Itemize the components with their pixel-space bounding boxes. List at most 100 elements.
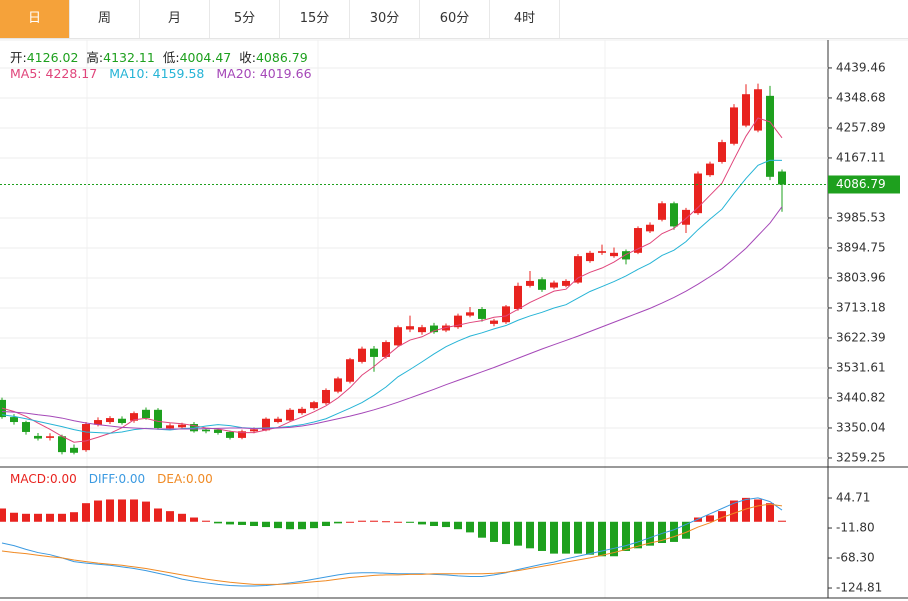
macd-bar — [250, 521, 258, 527]
candle-body — [238, 431, 246, 438]
macd-bar — [382, 521, 390, 523]
y-tick-label: 4348.68 — [836, 90, 886, 104]
candle-body — [670, 203, 678, 227]
ohlc-label: 低: — [162, 50, 180, 65]
y-tick-label: -124.81 — [836, 581, 882, 595]
macd-bar — [118, 499, 126, 522]
candle-body — [22, 422, 30, 432]
candle-body — [214, 429, 222, 433]
y-tick-label: 3622.39 — [836, 330, 886, 344]
legend-value: 0.00 — [118, 472, 146, 486]
candle-body — [454, 315, 462, 328]
tab[interactable]: 日 — [0, 0, 70, 38]
y-tick-label: -11.80 — [836, 521, 875, 535]
macd-bar — [742, 497, 750, 522]
candle-body — [298, 408, 306, 414]
y-tick-label: 3350.04 — [836, 420, 886, 434]
macd-bar — [106, 499, 114, 522]
candle-body — [382, 342, 390, 357]
legend-name: DIFF: — [88, 472, 119, 486]
candle-body — [682, 209, 690, 225]
macd-bar — [514, 521, 522, 546]
macd-bar — [490, 521, 498, 542]
candle-body — [742, 94, 750, 126]
macd-bar — [622, 521, 630, 551]
tab[interactable]: 5分 — [210, 0, 280, 38]
tab[interactable]: 15分 — [280, 0, 350, 38]
tab[interactable]: 4时 — [490, 0, 560, 38]
candle-body — [598, 251, 606, 253]
macd-bar — [310, 521, 318, 529]
candle-body — [718, 142, 726, 162]
macd-bar — [430, 521, 438, 527]
candle-body — [694, 173, 702, 214]
candle-body — [118, 418, 126, 424]
macd-bar — [658, 521, 666, 543]
macd-bar — [670, 521, 678, 542]
macd-bar — [322, 521, 330, 527]
macd-bar — [778, 520, 786, 522]
candle-body — [262, 418, 270, 431]
candle-body — [34, 435, 42, 439]
y-tick-label: 3713.18 — [836, 300, 886, 314]
macd-bar — [502, 521, 510, 545]
legend-name: MA5: — [10, 66, 42, 81]
macd-bar — [142, 501, 150, 522]
candle-body — [58, 436, 66, 453]
macd-bar — [238, 521, 246, 525]
candle-body — [586, 252, 594, 262]
macd-bar — [682, 521, 690, 539]
candle-body — [478, 309, 486, 319]
macd-bar — [634, 521, 642, 549]
candle-body — [658, 203, 666, 220]
macd-bar — [346, 521, 354, 523]
indicator-line — [1, 117, 783, 443]
macd-bar — [418, 521, 426, 525]
candle-body — [538, 279, 546, 290]
candle-body — [250, 429, 258, 432]
macd-bar — [754, 499, 762, 522]
y-tick-label: 44.71 — [836, 491, 870, 505]
period-tabs: 日周月 5分 15分 30分 60分 4时 — [0, 0, 908, 39]
macd-bar — [82, 503, 90, 522]
ma-legend: MA5: 4228.17 MA10: 4159.58 MA20: 4019.66 — [10, 66, 312, 81]
candle-body — [142, 409, 150, 419]
candle-body — [130, 413, 138, 421]
ohlc-label: 高: — [86, 50, 104, 65]
y-tick-label: -68.30 — [836, 551, 875, 565]
macd-bar — [214, 521, 222, 524]
candle-body — [502, 306, 510, 323]
macd-bar — [202, 520, 210, 522]
macd-bar — [586, 521, 594, 555]
ohlc-value: 4132.11 — [103, 50, 155, 65]
candle-body — [154, 409, 162, 428]
macd-bar — [34, 513, 42, 522]
macd-bar — [130, 499, 138, 522]
macd-bar — [58, 513, 66, 522]
candle-body — [178, 424, 186, 428]
ohlc-value: 4126.02 — [26, 50, 79, 65]
macd-bar — [466, 521, 474, 533]
candle-body — [466, 312, 474, 316]
macd-bar — [706, 515, 714, 522]
tab[interactable]: 周 — [70, 0, 140, 38]
candle-body — [286, 409, 294, 421]
candle-body — [346, 359, 354, 382]
macd-bar — [298, 521, 306, 530]
candle-body — [430, 325, 438, 333]
candle-body — [46, 436, 54, 438]
macd-bar — [454, 521, 462, 530]
macd-bar — [70, 512, 78, 522]
candle-body — [634, 228, 642, 253]
macd-bar — [334, 521, 342, 524]
macd-bar — [646, 521, 654, 546]
legend-name: MA10: — [109, 66, 149, 81]
tab[interactable]: 月 — [140, 0, 210, 38]
candle-body — [526, 280, 534, 286]
macd-bar — [538, 521, 546, 551]
y-tick-label: 3440.82 — [836, 390, 886, 404]
tab[interactable]: 30分 — [350, 0, 420, 38]
tab[interactable]: 60分 — [420, 0, 490, 38]
y-tick-label: 4167.11 — [836, 150, 886, 164]
